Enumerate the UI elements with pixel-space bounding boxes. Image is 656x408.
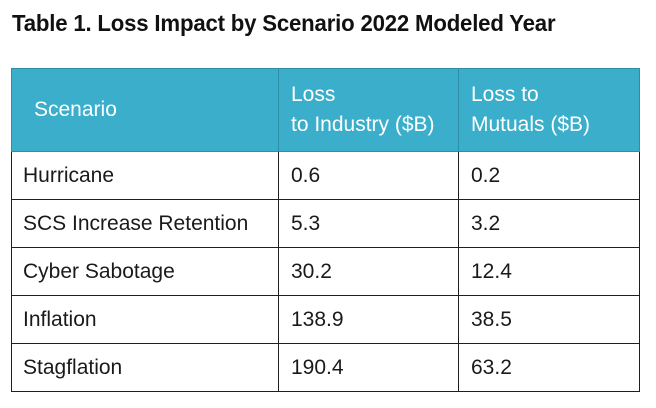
scenario-cell: Inflation <box>11 295 279 344</box>
scenario-cell: Cyber Sabotage <box>11 247 279 296</box>
industry-loss-cell: 138.9 <box>278 295 459 344</box>
header-loss-to-mutuals-line-1: Loss to <box>471 83 539 106</box>
mutuals-loss-cell: 0.2 <box>458 151 640 200</box>
table-row: Cyber Sabotage 30.2 12.4 <box>11 247 640 296</box>
header-loss-to-industry-line-1: Loss <box>291 83 336 106</box>
industry-loss-cell: 5.3 <box>278 199 459 248</box>
table-title: Table 1. Loss Impact by Scenario 2022 Mo… <box>12 10 556 36</box>
header-loss-to-mutuals-line-2: Mutuals ($B) <box>471 113 591 136</box>
header-loss-to-industry-line-2: to Industry ($B) <box>291 113 435 136</box>
scenario-cell: Hurricane <box>11 151 279 200</box>
header-scenario: Scenario <box>11 68 279 152</box>
header-loss-to-mutuals: Loss to Mutuals ($B) <box>458 68 640 152</box>
industry-loss-cell: 0.6 <box>278 151 459 200</box>
table-header: Scenario Loss to Industry ($B) Loss to M… <box>11 68 640 152</box>
scenario-cell: Stagflation <box>11 343 279 392</box>
header-loss-to-industry: Loss to Industry ($B) <box>278 68 459 152</box>
table-row: SCS Increase Retention 5.3 3.2 <box>11 199 640 248</box>
mutuals-loss-cell: 63.2 <box>458 343 640 392</box>
table-row: Inflation 138.9 38.5 <box>11 295 640 344</box>
scenario-cell: SCS Increase Retention <box>11 199 279 248</box>
header-row: Scenario Loss to Industry ($B) Loss to M… <box>11 68 640 152</box>
table-row: Hurricane 0.6 0.2 <box>11 151 640 200</box>
industry-loss-cell: 190.4 <box>278 343 459 392</box>
mutuals-loss-cell: 3.2 <box>458 199 640 248</box>
table-row: Stagflation 190.4 63.2 <box>11 343 640 392</box>
mutuals-loss-cell: 38.5 <box>458 295 640 344</box>
table-body: Hurricane 0.6 0.2 SCS Increase Retention… <box>11 151 640 392</box>
loss-impact-table: Scenario Loss to Industry ($B) Loss to M… <box>11 68 640 392</box>
industry-loss-cell: 30.2 <box>278 247 459 296</box>
mutuals-loss-cell: 12.4 <box>458 247 640 296</box>
